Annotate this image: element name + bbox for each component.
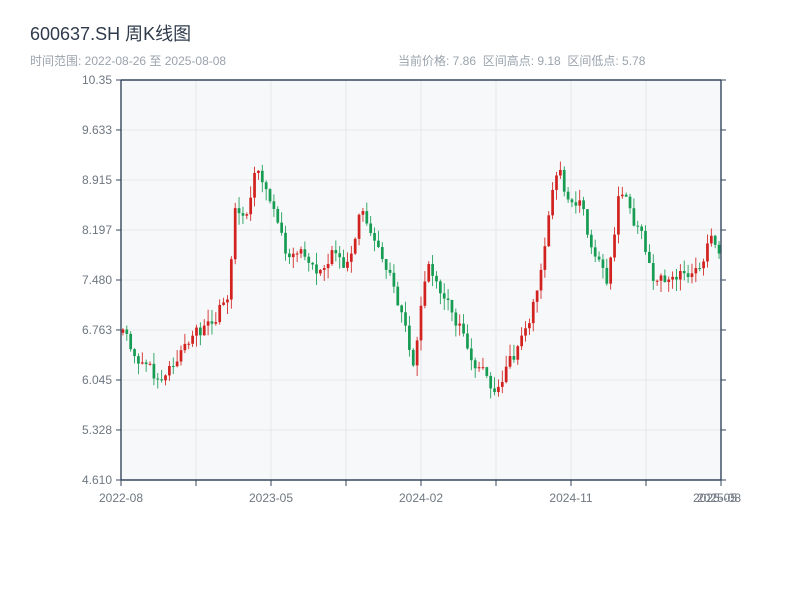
svg-text:4.610: 4.610 — [82, 473, 112, 487]
svg-text:6.763: 6.763 — [82, 323, 112, 337]
svg-text:5.328: 5.328 — [82, 423, 112, 437]
svg-text:2022-08: 2022-08 — [99, 491, 143, 505]
svg-text:6.045: 6.045 — [82, 373, 112, 387]
svg-text:2023-05: 2023-05 — [249, 491, 293, 505]
svg-text:2024-02: 2024-02 — [399, 491, 443, 505]
svg-text:7.480: 7.480 — [82, 273, 112, 287]
svg-text:8.197: 8.197 — [82, 223, 112, 237]
svg-text:9.633: 9.633 — [82, 123, 112, 137]
svg-text:8.915: 8.915 — [82, 173, 112, 187]
svg-text:2024-11: 2024-11 — [549, 491, 592, 505]
svg-text:2025-08: 2025-08 — [697, 491, 741, 505]
svg-text:10.35: 10.35 — [82, 73, 112, 87]
